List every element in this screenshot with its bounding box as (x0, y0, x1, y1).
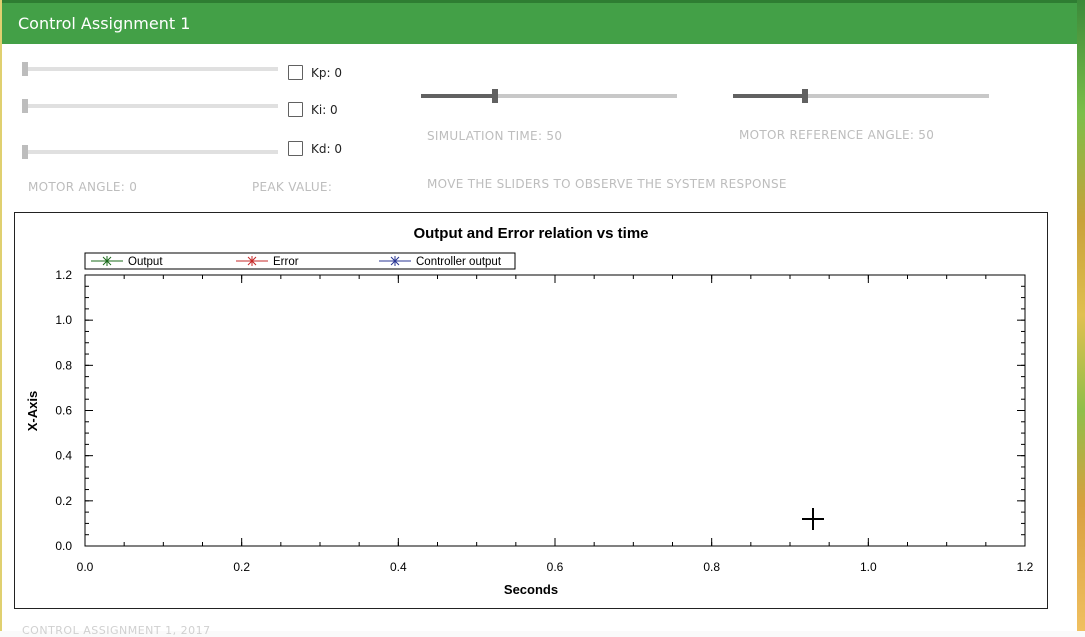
legend-star-marker (102, 256, 112, 266)
kp-label: Kp: 0 (311, 66, 342, 80)
ki-checkbox[interactable] (288, 102, 303, 117)
ki-label: Ki: 0 (311, 103, 338, 117)
response-chart[interactable]: Output and Error relation vs time 0.0 0.2… (14, 212, 1048, 609)
kd-label: Kd: 0 (311, 142, 342, 156)
x-tick-label: 0.2 (233, 560, 250, 574)
chart-title: Output and Error relation vs time (413, 225, 648, 242)
legend-star-marker (247, 256, 257, 266)
simulation-time-slider[interactable] (421, 89, 677, 103)
y-tick-label: 1.2 (55, 268, 72, 282)
y-tick-label: 0.4 (55, 449, 72, 463)
motor-reference-angle-label: MOTOR REFERENCE ANGLE: 50 (739, 128, 935, 142)
legend-star-marker (390, 256, 400, 266)
legend-label: Controller output (416, 256, 502, 268)
plot-area-frame (84, 274, 1026, 547)
kp-slider-track[interactable] (22, 67, 278, 71)
simulation-time-fill (421, 94, 496, 98)
y-axis-label: X-Axis (25, 391, 40, 431)
x-tick-label: 0.4 (390, 560, 407, 574)
motor-angle-readout: MOTOR ANGLE: 0 (28, 180, 138, 194)
x-tick-label: 1.2 (1017, 560, 1034, 574)
legend-label: Error (273, 256, 299, 268)
x-tick-label: 0.0 (77, 560, 94, 574)
kd-slider[interactable] (22, 145, 278, 159)
y-tick-label: 0.2 (55, 494, 72, 508)
kd-slider-track[interactable] (22, 150, 278, 154)
instruction-text: MOVE THE SLIDERS TO OBSERVE THE SYSTEM R… (427, 177, 787, 191)
kd-checkbox[interactable] (288, 141, 303, 156)
window-title: Control Assignment 1 (18, 14, 191, 33)
motor-reference-angle-track[interactable] (733, 94, 989, 98)
motor-reference-angle-thumb[interactable] (801, 89, 808, 103)
x-tick-label: 0.6 (547, 560, 564, 574)
legend-box (84, 252, 516, 270)
kp-checkbox[interactable] (288, 65, 303, 80)
ki-slider[interactable] (22, 99, 278, 113)
desktop-background (1077, 0, 1085, 631)
chart-axes: 0.0 0.2 0.4 0.6 0.8 1.0 1.2 0.0 0.2 0.4 0.6 0.8 1.0 1… (55, 268, 1033, 574)
peak-value-readout: PEAK VALUE: (252, 180, 333, 194)
simulation-time-thumb[interactable] (492, 89, 499, 103)
crosshair-cursor-icon (802, 508, 824, 530)
x-axis-label: Seconds (504, 582, 558, 597)
motor-reference-angle-fill (733, 94, 805, 98)
chart-legend: Output Error Controller output (84, 252, 516, 270)
title-bar[interactable]: Control Assignment 1 (2, 0, 1077, 44)
kp-slider-thumb[interactable] (22, 62, 28, 76)
ki-slider-thumb[interactable] (22, 99, 28, 113)
x-tick-label: 1.0 (860, 560, 877, 574)
kp-slider[interactable] (22, 62, 278, 76)
x-tick-label: 0.8 (703, 560, 720, 574)
y-tick-label: 0.0 (55, 539, 72, 553)
desktop-left-edge (0, 0, 2, 631)
y-tick-label: 0.6 (55, 404, 72, 418)
y-tick-label: 0.8 (55, 358, 72, 372)
kd-slider-thumb[interactable] (22, 145, 28, 159)
chart-svg: Output and Error relation vs time 0.0 0.2… (25, 225, 1034, 597)
simulation-time-label: SIMULATION TIME: 50 (427, 129, 563, 143)
ki-slider-track[interactable] (22, 104, 278, 108)
motor-reference-angle-slider[interactable] (733, 89, 989, 103)
y-tick-label: 1.0 (55, 313, 72, 327)
simulation-time-track[interactable] (421, 94, 677, 98)
legend-label: Output (128, 256, 163, 268)
